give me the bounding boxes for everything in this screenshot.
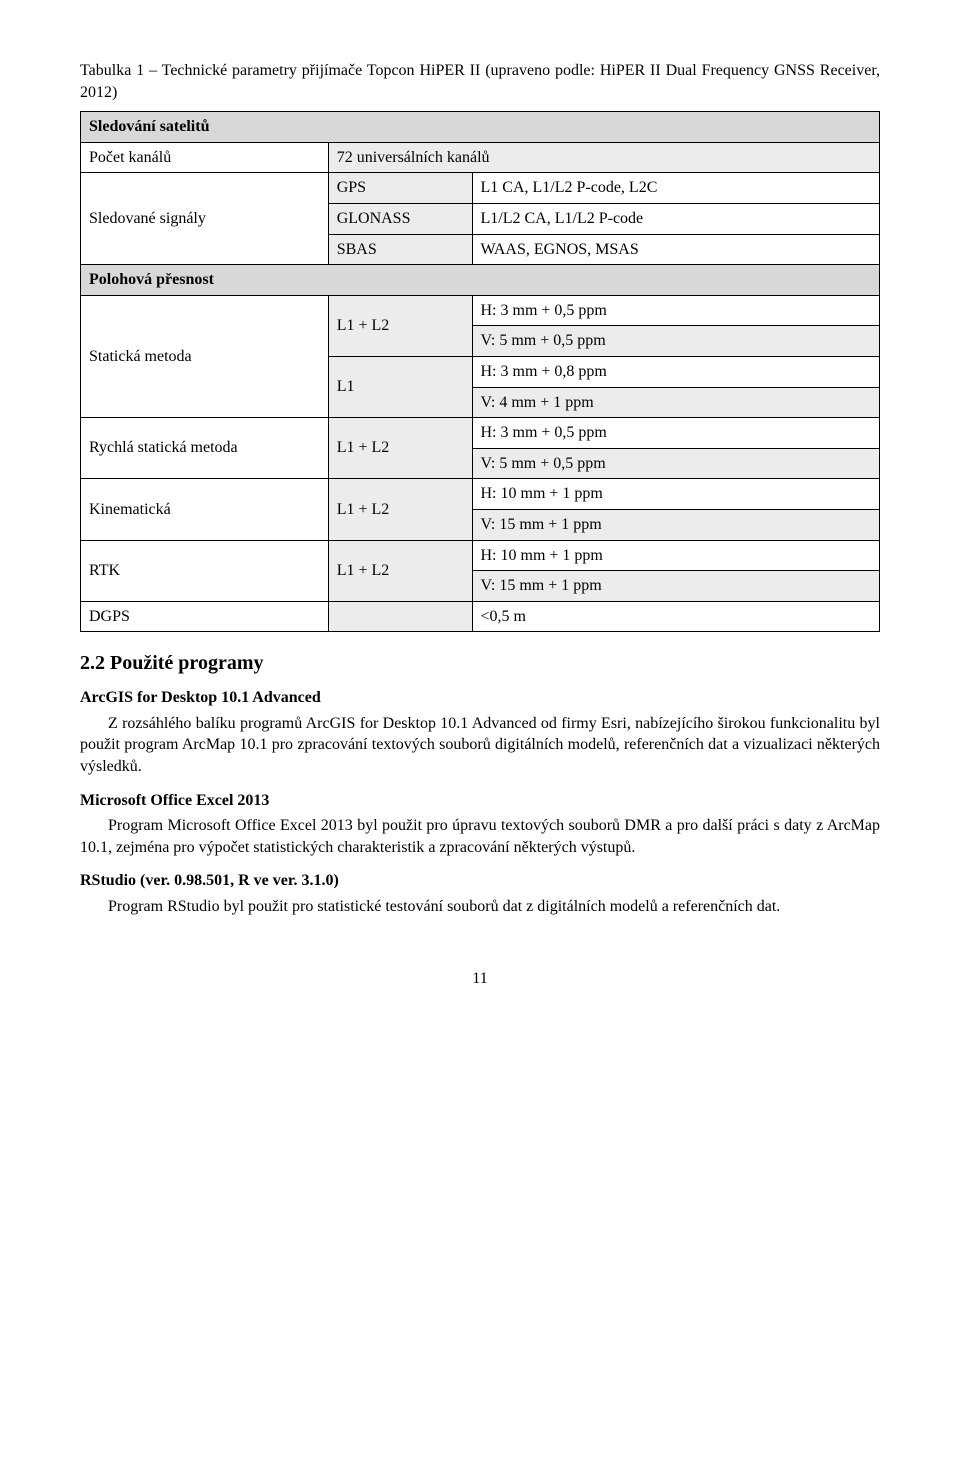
cell-label: Statická metoda	[81, 295, 329, 417]
paragraph-rstudio: Program RStudio byl použit pro statistic…	[80, 896, 880, 918]
cell-sub: L1 + L2	[328, 295, 472, 356]
section-cell: Polohová přesnost	[81, 265, 880, 296]
cell-sub: L1 + L2	[328, 479, 472, 540]
table-row: Počet kanálů 72 universálních kanálů	[81, 142, 880, 173]
cell-sub: GPS	[328, 173, 472, 204]
cell-sub	[328, 601, 472, 632]
page-number: 11	[80, 968, 880, 990]
paragraph-arcgis: Z rozsáhlého balíku programů ArcGIS for …	[80, 713, 880, 778]
cell-value: H: 3 mm + 0,8 ppm	[472, 356, 880, 387]
subheading-rstudio: RStudio (ver. 0.98.501, R ve ver. 3.1.0)	[80, 870, 880, 892]
cell-sub: L1	[328, 356, 472, 417]
cell-label: Sledované signály	[81, 173, 329, 265]
cell-value: V: 4 mm + 1 ppm	[472, 387, 880, 418]
cell-value: <0,5 m	[472, 601, 880, 632]
table-row: Rychlá statická metoda L1 + L2 H: 3 mm +…	[81, 418, 880, 449]
section-heading: 2.2 Použité programy	[80, 650, 880, 677]
section-cell: Sledování satelitů	[81, 112, 880, 143]
cell-label: DGPS	[81, 601, 329, 632]
cell-value: H: 3 mm + 0,5 ppm	[472, 418, 880, 449]
table-row: Sledované signály GPS L1 CA, L1/L2 P-cod…	[81, 173, 880, 204]
specs-table: Sledování satelitů Počet kanálů 72 unive…	[80, 111, 880, 632]
cell-label: Rychlá statická metoda	[81, 418, 329, 479]
table-row: RTK L1 + L2 H: 10 mm + 1 ppm	[81, 540, 880, 571]
cell-sub: GLONASS	[328, 203, 472, 234]
table-caption: Tabulka 1 – Technické parametry přijímač…	[80, 60, 880, 103]
cell-label: Kinematická	[81, 479, 329, 540]
cell-label: RTK	[81, 540, 329, 601]
cell-value: L1 CA, L1/L2 P-code, L2C	[472, 173, 880, 204]
table-row: Kinematická L1 + L2 H: 10 mm + 1 ppm	[81, 479, 880, 510]
cell-value: V: 15 mm + 1 ppm	[472, 509, 880, 540]
paragraph-excel: Program Microsoft Office Excel 2013 byl …	[80, 815, 880, 858]
cell-sub: SBAS	[328, 234, 472, 265]
cell-value: 72 universálních kanálů	[328, 142, 879, 173]
cell-label: Počet kanálů	[81, 142, 329, 173]
table-row: Statická metoda L1 + L2 H: 3 mm + 0,5 pp…	[81, 295, 880, 326]
cell-value: V: 5 mm + 0,5 ppm	[472, 448, 880, 479]
cell-value: H: 10 mm + 1 ppm	[472, 540, 880, 571]
subheading-excel: Microsoft Office Excel 2013	[80, 790, 880, 812]
cell-value: WAAS, EGNOS, MSAS	[472, 234, 880, 265]
cell-sub: L1 + L2	[328, 418, 472, 479]
table-section-tracking: Sledování satelitů	[81, 112, 880, 143]
cell-value: L1/L2 CA, L1/L2 P-code	[472, 203, 880, 234]
cell-value: H: 10 mm + 1 ppm	[472, 479, 880, 510]
subheading-arcgis: ArcGIS for Desktop 10.1 Advanced	[80, 687, 880, 709]
table-section-accuracy: Polohová přesnost	[81, 265, 880, 296]
cell-value: H: 3 mm + 0,5 ppm	[472, 295, 880, 326]
table-row: DGPS <0,5 m	[81, 601, 880, 632]
cell-value: V: 5 mm + 0,5 ppm	[472, 326, 880, 357]
cell-sub: L1 + L2	[328, 540, 472, 601]
cell-value: V: 15 mm + 1 ppm	[472, 571, 880, 602]
